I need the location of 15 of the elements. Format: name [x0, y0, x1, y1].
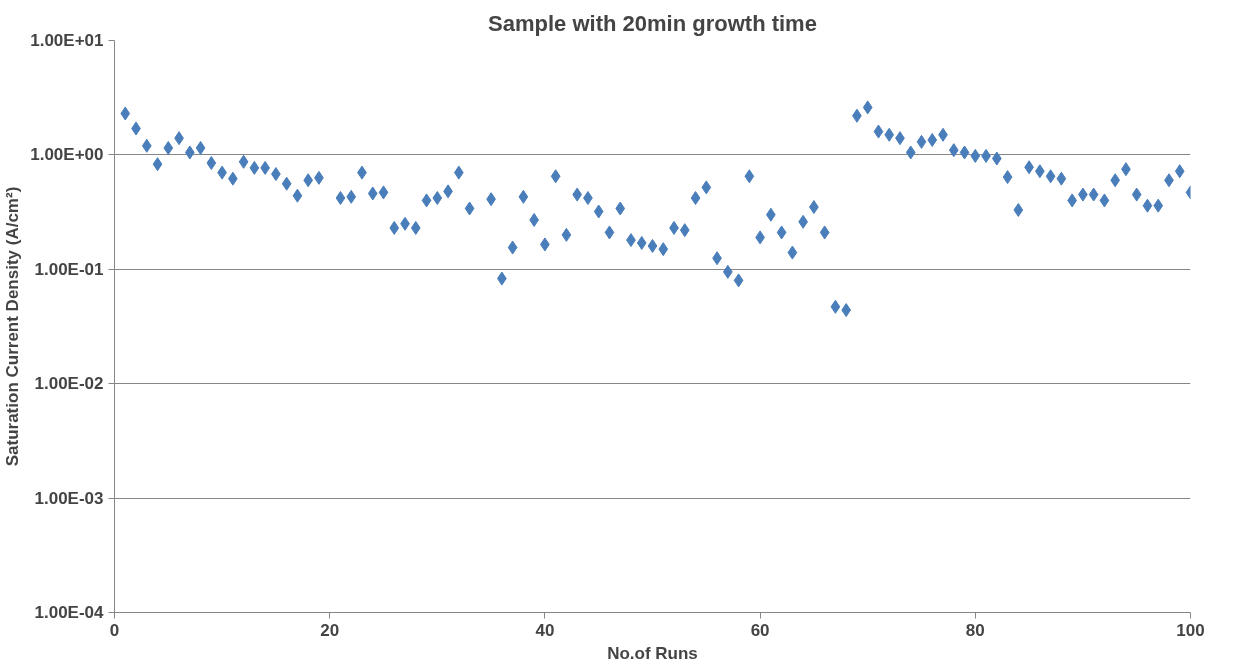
- y-tick-label: 1.00E-04: [34, 603, 105, 622]
- chart-title: Sample with 20min growth time: [488, 10, 817, 36]
- y-tick-label: 1.00E-02: [34, 374, 104, 394]
- x-axis-title: No.of Runs: [607, 643, 698, 663]
- x-tick-label: 20: [320, 620, 340, 640]
- y-tick-label: 1.00E-03: [34, 488, 104, 508]
- x-tick-label: 60: [750, 620, 770, 640]
- x-tick-label: 80: [965, 620, 985, 640]
- x-tick-label: 100: [1176, 620, 1205, 640]
- y-tick-label: 1.00E+01: [30, 31, 104, 50]
- x-tick-label: 40: [535, 620, 555, 640]
- y-tick-label: 1.00E+00: [30, 145, 104, 165]
- x-tick-label: 0: [109, 620, 120, 640]
- y-axis-title: Saturation Current Density (A/cm²): [3, 186, 23, 467]
- y-tick-label: 1.00E-01: [34, 259, 104, 279]
